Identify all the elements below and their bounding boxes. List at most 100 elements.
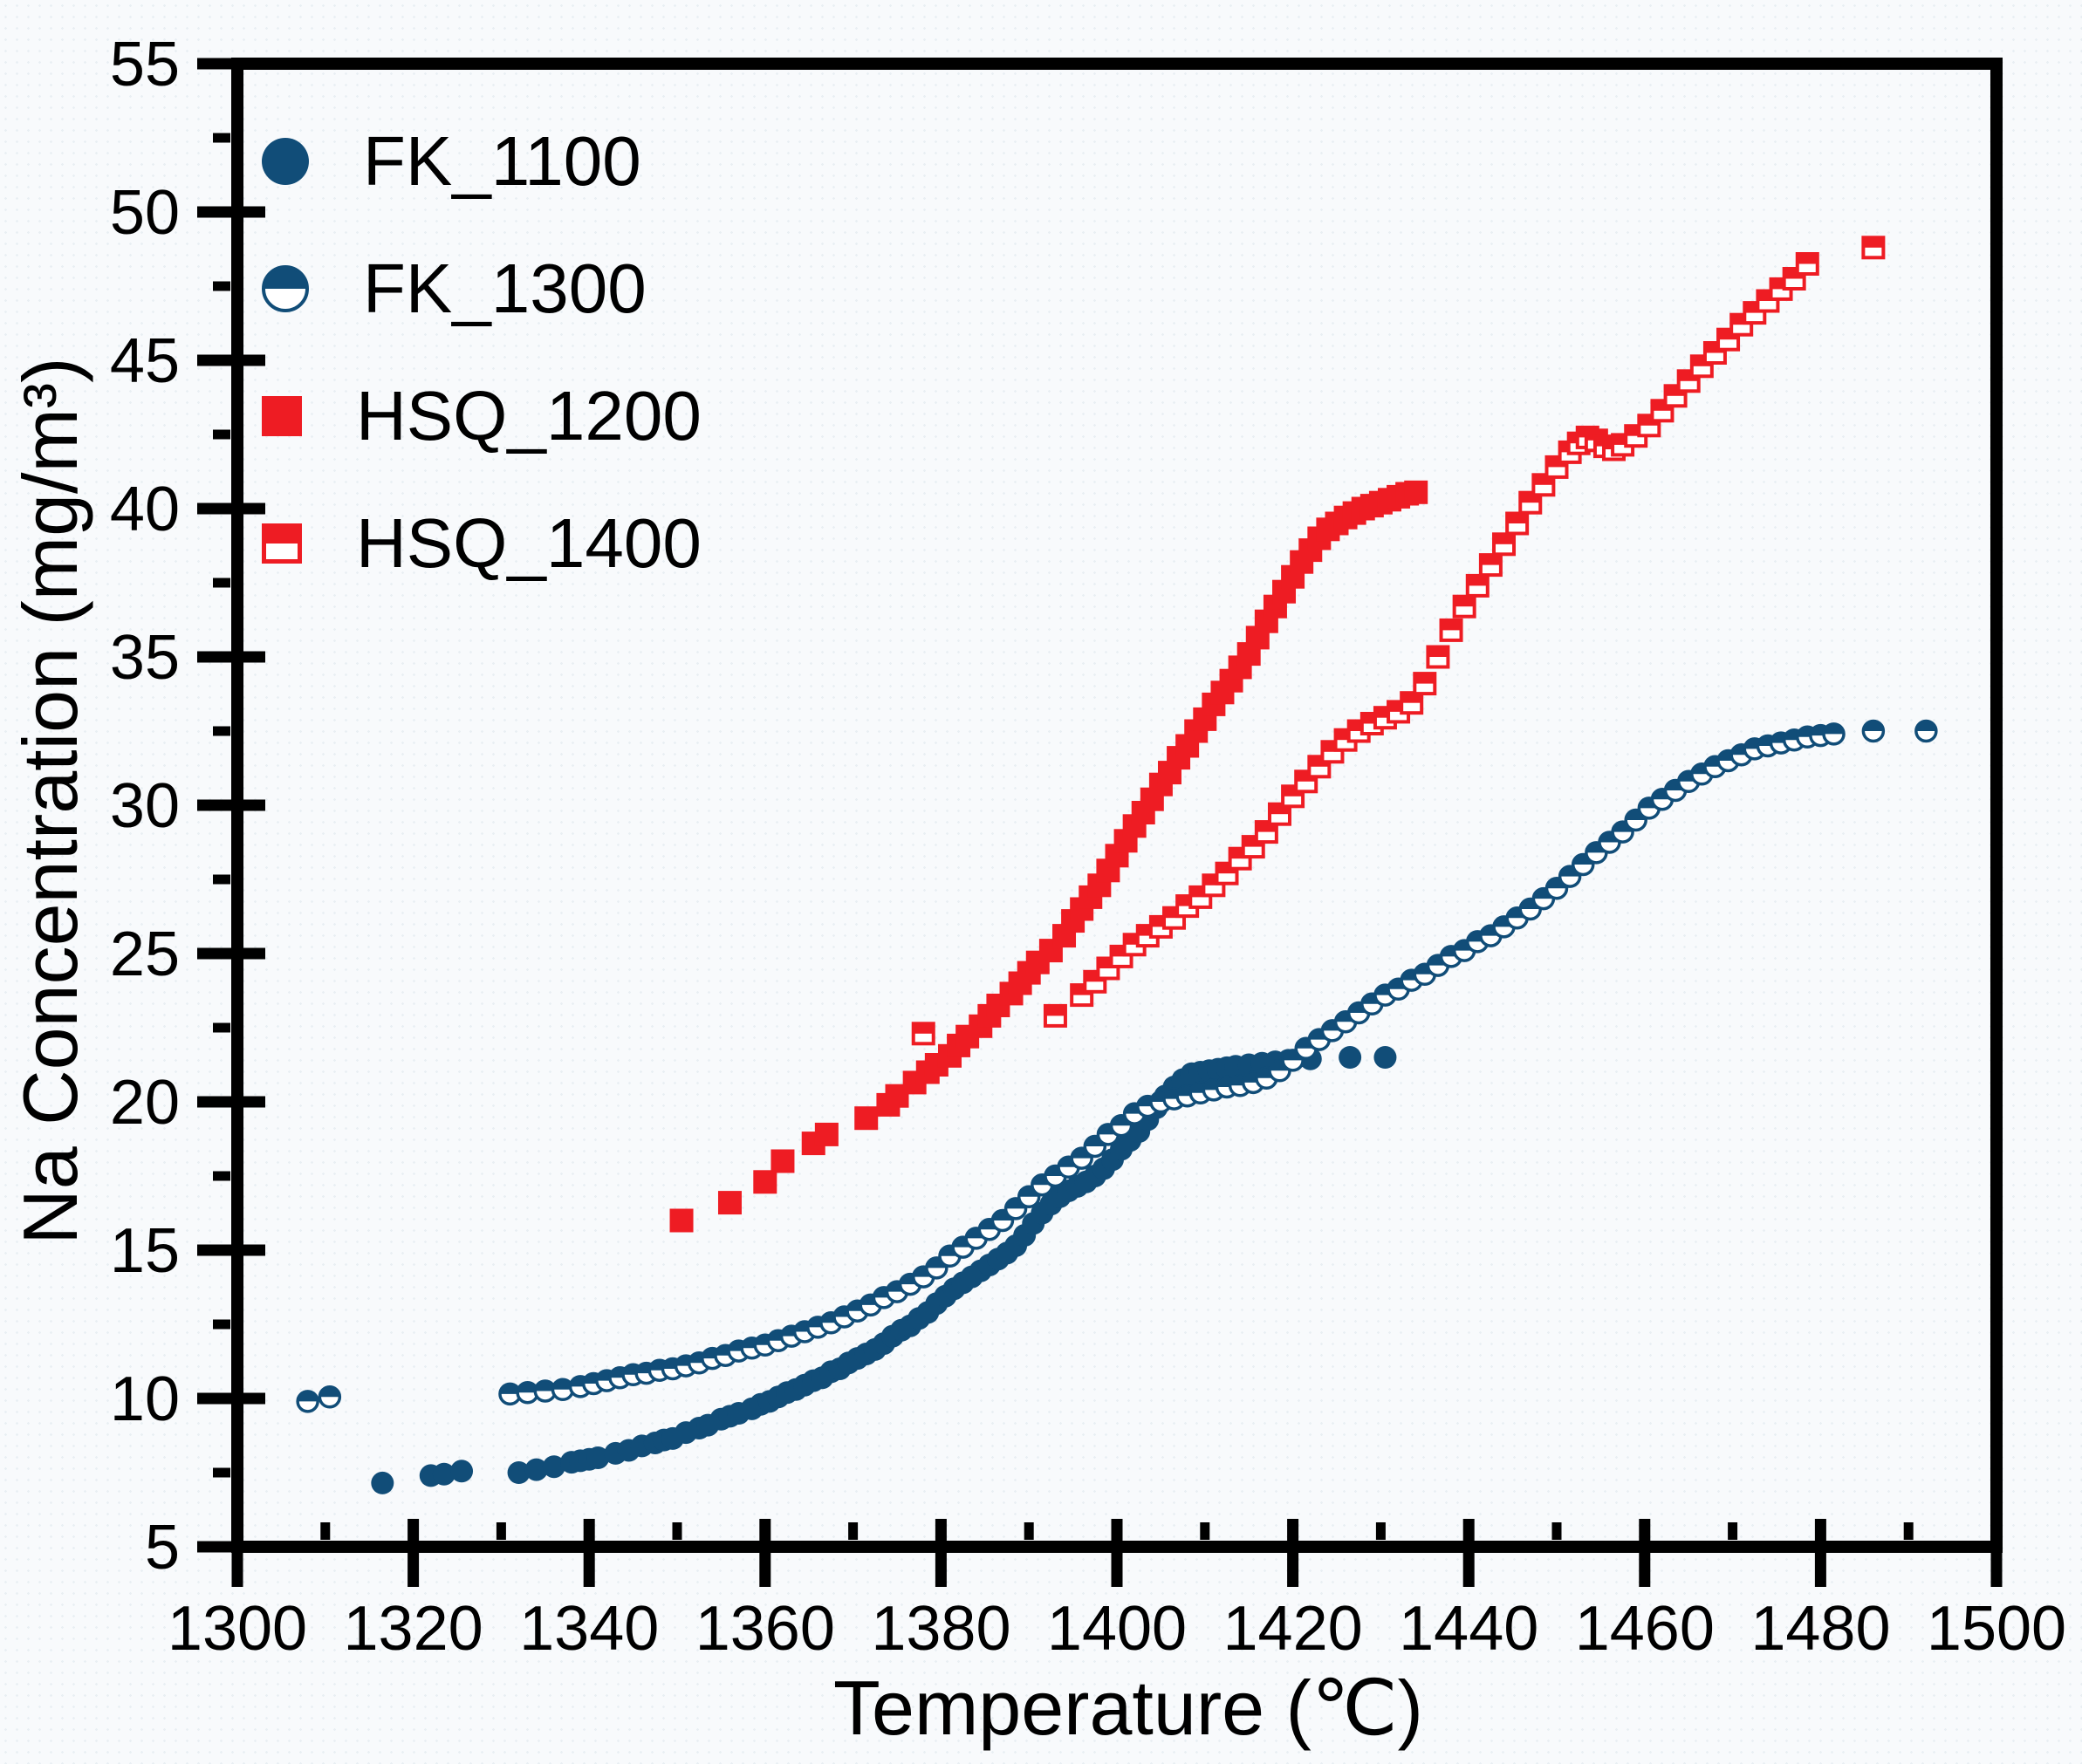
point-hsq-1400 <box>1414 673 1435 684</box>
point-fk-1100 <box>450 1460 474 1483</box>
point-hsq-1400 <box>913 1023 934 1034</box>
point-hsq-1400 <box>1678 371 1699 381</box>
point-hsq-1400 <box>1388 701 1409 712</box>
y-tick-label: 25 <box>110 920 180 989</box>
point-hsq-1400 <box>1626 426 1647 436</box>
point-fk-1100 <box>586 1446 610 1469</box>
point-fk-1300 <box>319 1386 340 1398</box>
point-fk-1100 <box>1339 1046 1362 1069</box>
y-tick-label: 40 <box>110 475 180 544</box>
point-hsq-1400 <box>1652 400 1673 411</box>
point-hsq-1400 <box>1190 886 1211 898</box>
point-fk-1300 <box>517 1382 538 1393</box>
point-hsq-1400 <box>1494 534 1515 544</box>
point-hsq-1400 <box>1441 619 1462 631</box>
x-tick-label: 1380 <box>871 1594 1010 1664</box>
legend-label: HSQ_1400 <box>356 504 702 582</box>
point-hsq-1400 <box>1150 916 1171 927</box>
y-axis-title: Na Concentration (mg/m³) <box>6 357 93 1245</box>
point-hsq-1200 <box>753 1170 777 1194</box>
point-hsq-1400 <box>1164 907 1185 919</box>
point-hsq-1400 <box>1124 934 1145 945</box>
point-hsq-1400 <box>1296 771 1317 782</box>
x-tick-label: 1440 <box>1399 1594 1538 1664</box>
legend-row-hsq-1200: HSQ_1200 <box>262 352 702 480</box>
y-tick-label: 55 <box>110 30 180 99</box>
x-tick-label: 1400 <box>1047 1594 1187 1664</box>
point-hsq-1400 <box>1044 1005 1065 1016</box>
point-hsq-1400 <box>1507 513 1528 523</box>
point-hsq-1400 <box>1744 303 1765 313</box>
legend-row-fk-1100: FK_1100 <box>262 98 702 225</box>
legend-label: FK_1100 <box>363 122 641 200</box>
point-hsq-1400 <box>1401 693 1422 703</box>
point-fk-1300 <box>552 1379 573 1390</box>
y-tick-label: 50 <box>110 178 180 248</box>
point-hsq-1400 <box>1863 237 1884 248</box>
point-hsq-1400 <box>1480 555 1501 565</box>
point-hsq-1400 <box>1309 756 1330 767</box>
point-fk-1100 <box>542 1455 565 1479</box>
y-tick-label: 5 <box>145 1513 180 1583</box>
point-fk-1300 <box>1863 721 1884 731</box>
point-hsq-1400 <box>1784 269 1805 279</box>
x-tick-label: 1460 <box>1575 1594 1715 1664</box>
point-hsq-1400 <box>1203 875 1224 885</box>
point-hsq-1400 <box>1216 863 1237 874</box>
point-fk-1100 <box>432 1462 455 1486</box>
point-fk-1300 <box>499 1384 520 1394</box>
legend: FK_1100 FK_1300 HSQ_1200 HSQ_1400 <box>262 98 702 607</box>
point-hsq-1400 <box>1374 708 1395 718</box>
filled-circle-icon <box>262 138 309 185</box>
point-hsq-1400 <box>1229 848 1250 859</box>
point-hsq-1400 <box>1613 434 1633 445</box>
point-fk-1100 <box>371 1471 394 1494</box>
point-hsq-1400 <box>1546 456 1567 468</box>
point-fk-1300 <box>1915 721 1936 731</box>
point-hsq-1400 <box>1348 721 1369 731</box>
point-hsq-1400 <box>1665 386 1686 396</box>
point-hsq-1200 <box>1404 480 1428 504</box>
point-hsq-1200 <box>669 1208 694 1233</box>
point-hsq-1200 <box>814 1122 839 1146</box>
half-filled-square-icon <box>262 523 302 564</box>
point-hsq-1400 <box>1467 575 1488 586</box>
point-hsq-1200 <box>854 1106 879 1131</box>
point-hsq-1400 <box>1704 343 1725 353</box>
point-fk-1300 <box>535 1381 556 1391</box>
point-hsq-1400 <box>1322 742 1343 752</box>
point-hsq-1400 <box>1797 254 1818 264</box>
point-hsq-1400 <box>1770 278 1791 290</box>
y-tick-label: 20 <box>110 1068 180 1138</box>
x-tick-label: 1420 <box>1223 1594 1363 1664</box>
point-fk-1300 <box>298 1391 318 1402</box>
y-tick-label: 30 <box>110 771 180 841</box>
point-hsq-1400 <box>1098 958 1119 968</box>
point-hsq-1400 <box>1283 786 1304 797</box>
x-axis-title: Temperature (℃) <box>833 1665 1423 1751</box>
half-filled-circle-icon <box>262 265 309 312</box>
point-hsq-1400 <box>1256 822 1277 832</box>
point-fk-1300 <box>1824 723 1845 735</box>
point-fk-1100 <box>524 1458 548 1481</box>
point-hsq-1400 <box>1072 985 1092 995</box>
point-fk-1100 <box>1373 1046 1397 1069</box>
legend-label: FK_1300 <box>363 250 647 327</box>
x-tick-label: 1480 <box>1750 1594 1890 1664</box>
point-hsq-1400 <box>1361 714 1382 724</box>
point-hsq-1400 <box>1691 356 1712 366</box>
point-hsq-1400 <box>1137 926 1158 936</box>
point-hsq-1200 <box>770 1149 795 1173</box>
x-tick-label: 1500 <box>1927 1594 2066 1664</box>
legend-row-hsq-1400: HSQ_1400 <box>262 480 702 607</box>
x-tick-label: 1320 <box>344 1594 483 1664</box>
y-tick-label: 45 <box>110 326 180 396</box>
y-tick-label: 35 <box>110 623 180 693</box>
point-hsq-1400 <box>1718 329 1739 340</box>
point-hsq-1400 <box>1454 596 1475 607</box>
point-hsq-1400 <box>1639 415 1660 426</box>
point-hsq-1400 <box>1085 971 1106 982</box>
legend-label: HSQ_1200 <box>356 377 702 455</box>
